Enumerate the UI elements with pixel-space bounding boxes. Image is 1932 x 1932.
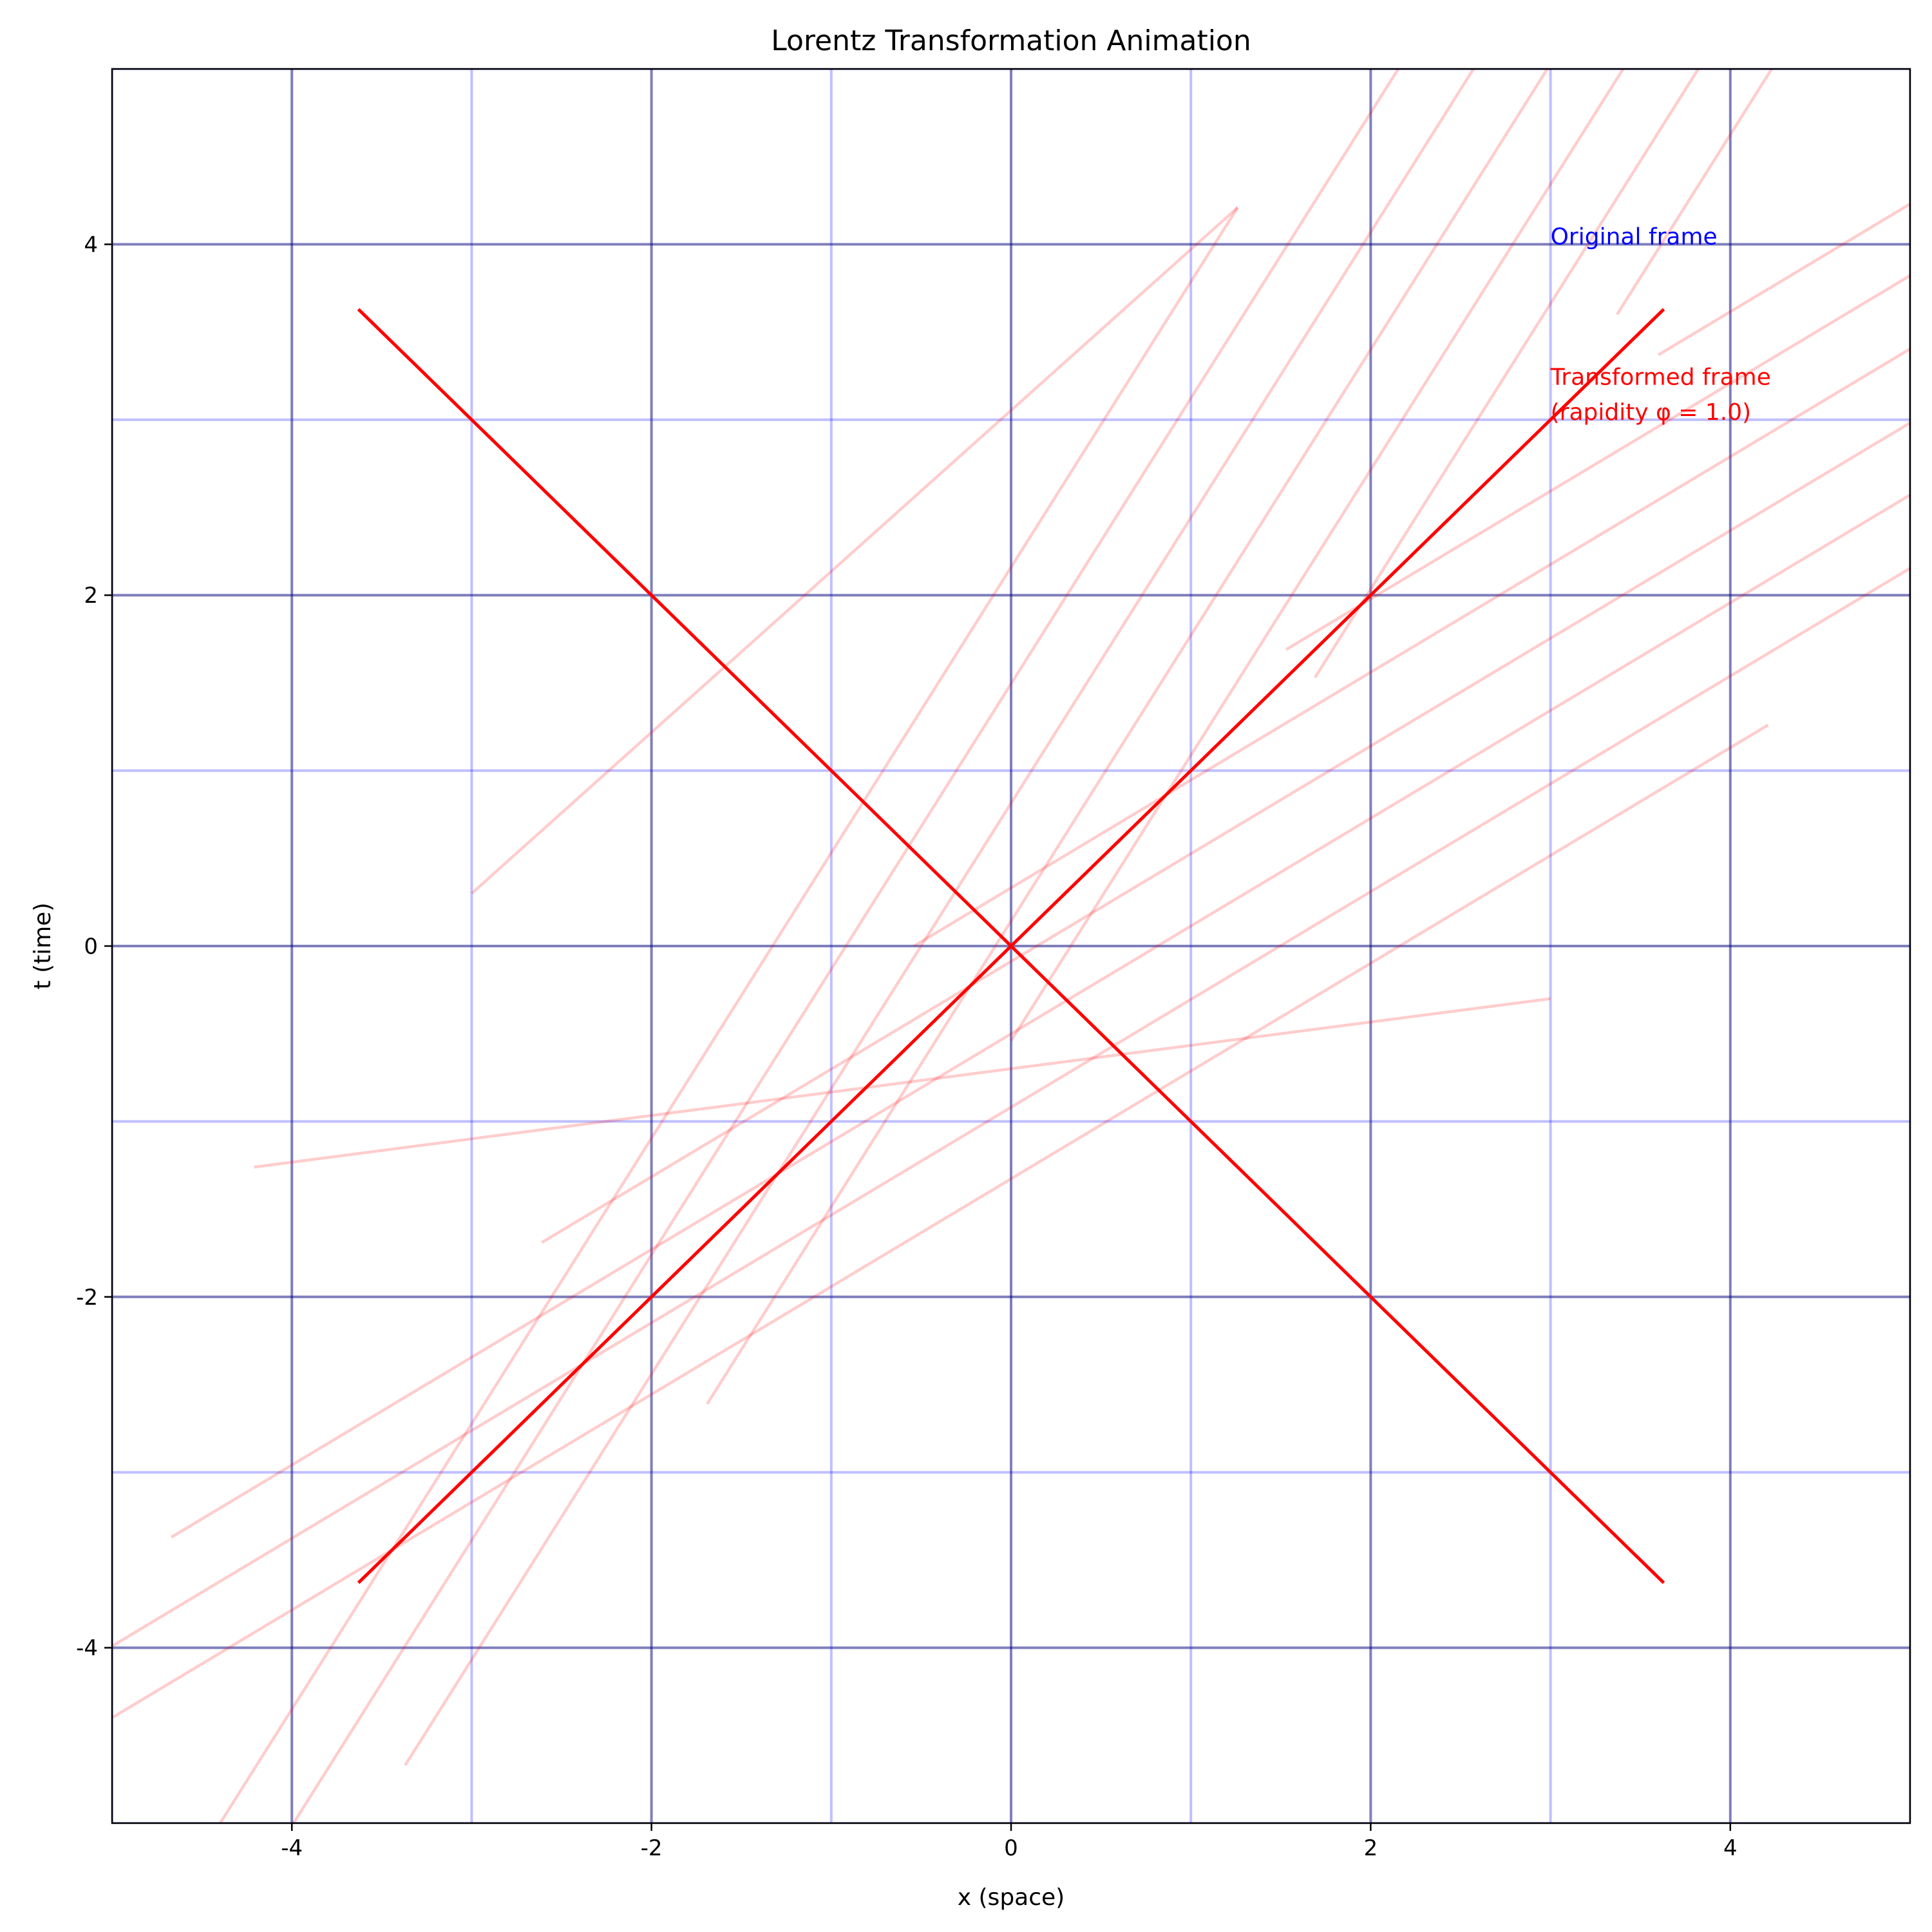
transformed-grid-line [112, 566, 1910, 1648]
x-tick-label: -4 [281, 1835, 303, 1861]
y-tick-label: 2 [84, 583, 98, 609]
transformed-grid-line [254, 997, 1551, 1169]
annotation-label: Original frame [1551, 223, 1718, 250]
x-axis-label: x (space) [958, 1884, 1065, 1911]
transformed-grid-line [404, 69, 1475, 1766]
transformed-grid-line [541, 421, 1910, 1244]
transformed-grid-line [1313, 69, 1700, 679]
y-axis-ticks: -4 -2 0 2 4 [76, 232, 112, 1662]
transformed-grid-line [1010, 69, 1625, 1042]
y-tick-label: -4 [76, 1636, 98, 1662]
y-tick-label: 4 [84, 232, 98, 258]
x-tick-label: -2 [641, 1835, 663, 1861]
x-tick-label: 2 [1364, 1835, 1378, 1861]
x-axis-ticks: -4 -2 0 2 4 [281, 1823, 1738, 1861]
transformed-grid-line [913, 347, 1910, 947]
original-frame-grid [112, 69, 1910, 1823]
transformed-grid-line [706, 69, 1549, 1405]
transformed-grid-line [470, 206, 1239, 895]
annotation-label: (rapidity φ = 1.0) [1551, 399, 1752, 426]
annotations: Original frame Transformed frame (rapidity… [1550, 223, 1771, 425]
chart-title: Lorentz Transformation Animation [771, 24, 1251, 57]
transformed-grid-line [218, 206, 1239, 1823]
transformed-grid-line [292, 69, 1400, 1823]
annotation-label: Transformed frame [1550, 364, 1771, 390]
y-tick-label: -2 [76, 1285, 98, 1311]
x-tick-label: 4 [1723, 1835, 1738, 1861]
y-axis-label: t (time) [30, 903, 56, 990]
light-cone-line [357, 308, 1665, 1584]
transformed-grid-line [112, 723, 1769, 1719]
y-tick-label: 0 [84, 934, 98, 960]
x-tick-label: 0 [1004, 1835, 1018, 1861]
light-cone [357, 308, 1665, 1584]
transformed-grid-line [1285, 274, 1910, 651]
transformed-grid-line [170, 493, 1910, 1539]
